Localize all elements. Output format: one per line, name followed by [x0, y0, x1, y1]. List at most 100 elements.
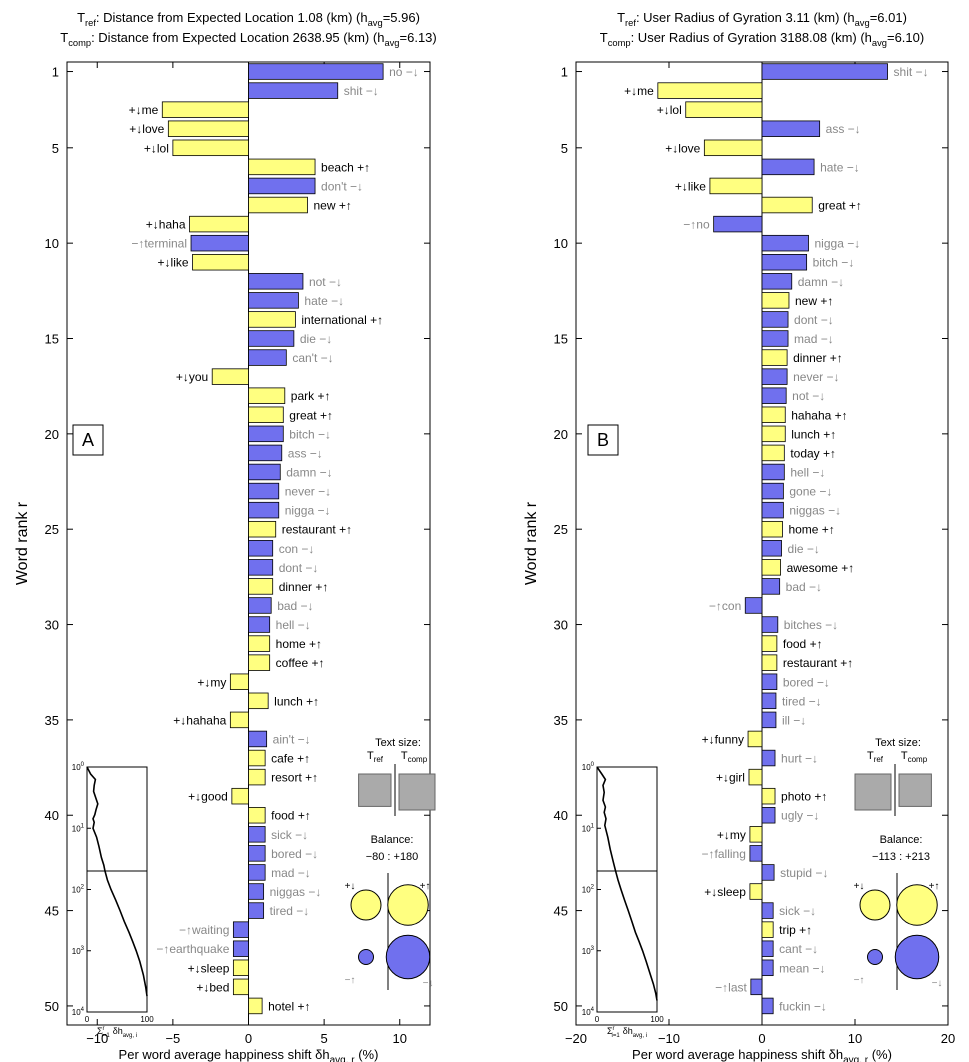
bar-sleep	[232, 959, 249, 977]
bar-label-you: +↓you	[176, 370, 208, 384]
inset-y-base: 10	[582, 763, 591, 772]
bar-home	[761, 520, 783, 538]
x-tick-label: 0	[245, 1031, 252, 1046]
text-size-label: Text size:	[375, 737, 421, 749]
bar-label-tired: tired −↓	[270, 904, 310, 918]
bar-nigga	[761, 234, 809, 252]
bar-restaurant	[761, 654, 778, 671]
ts-t: T	[367, 750, 374, 762]
balance-sym: −↓	[423, 978, 434, 989]
bar-label-lunch: lunch +↑	[791, 427, 836, 441]
bar-label-not: not −↓	[309, 275, 342, 289]
bar-label-hell: hell −↓	[276, 618, 311, 632]
bar-dont	[761, 311, 789, 328]
bar-photo	[761, 787, 776, 805]
balance-plus-up	[896, 884, 938, 926]
chart-title-line-part: avg	[855, 18, 870, 28]
x-axis-label-main: Per word average happiness shift δh	[119, 1047, 330, 1062]
bar-love	[167, 120, 249, 137]
ts-t: T	[901, 750, 908, 762]
inset-sigma: Σ	[97, 1026, 103, 1036]
y-tick-label: 20	[554, 427, 568, 442]
bar-label-shit: shit −↓	[894, 65, 929, 79]
bar-don't	[248, 177, 316, 195]
balance-sym: +↑	[420, 881, 431, 892]
chart-title-line-part: T	[600, 30, 608, 45]
chart-title-line-part: =6.10)	[887, 30, 924, 45]
bar-label-restaurant: restaurant +↑	[282, 523, 352, 537]
bar-label-never: never −↓	[793, 370, 839, 384]
inset-x-label: Σr i=1 δhavg, i	[97, 1026, 137, 1039]
chart-title-line-part: : Distance from Expected Location 2638.9…	[91, 30, 384, 45]
bar-label-tired: tired −↓	[782, 694, 822, 708]
inset-y-base: 10	[72, 1008, 81, 1017]
chart-title-line-part: T	[77, 10, 85, 25]
bar-die	[248, 330, 295, 347]
bar-label-sick: sick −↓	[271, 828, 308, 842]
bar-label-falling: −↑falling	[702, 847, 746, 861]
inset-sup: r	[613, 1026, 615, 1032]
bar-label-girl: +↓girl	[716, 771, 745, 785]
bar-stupid	[761, 864, 775, 881]
bar-label-love: +↓love	[665, 141, 700, 155]
inset-y-base: 10	[72, 763, 81, 772]
balance-plus-up	[387, 884, 429, 926]
bar-falling	[749, 845, 763, 862]
inset-y-base: 10	[72, 947, 81, 956]
inset-y-exp: 2	[591, 885, 595, 891]
inset-sub2: avg, i	[123, 1033, 137, 1039]
bar-label-hurt: hurt −↓	[781, 752, 818, 766]
balance-value: −113 : +213	[872, 851, 930, 863]
inset-y-exp: 4	[591, 1007, 595, 1013]
chart-title-line-part: avg	[872, 38, 887, 48]
bar-bitch	[248, 425, 284, 443]
bar-awesome	[761, 559, 782, 576]
bar-label-hotel: hotel +↑	[268, 999, 310, 1013]
bar-label-can't: can't −↓	[292, 351, 333, 365]
bar-label-lunch: lunch +↑	[274, 694, 319, 708]
bar-can't	[248, 349, 287, 366]
bar-bitch	[761, 254, 808, 271]
chart-title-line-part: T	[60, 30, 68, 45]
y-axis-label: Word rank r	[14, 501, 31, 585]
inset-y-exp: 2	[81, 885, 85, 891]
inset-y-base: 10	[582, 824, 591, 833]
bar-my	[749, 826, 763, 843]
bar-label-bad: bad −↓	[277, 599, 313, 613]
bar-bed	[232, 978, 249, 996]
bar-dinner	[761, 349, 788, 366]
bar-label-love: +↓love	[129, 122, 164, 136]
bar-label-coffee: coffee +↑	[276, 656, 325, 670]
y-tick-label: 10	[45, 236, 59, 251]
chart-title-line-part: comp	[68, 38, 91, 48]
bar-me	[657, 82, 763, 99]
chart-title-line: Tcomp: User Radius of Gyration 3188.08 (…	[600, 30, 924, 48]
chart-title-line-part: =6.13)	[400, 30, 437, 45]
balance-minus-up	[358, 949, 374, 965]
bar-label-my: +↓my	[197, 675, 226, 689]
bar-label-con: −↑con	[709, 599, 741, 613]
x-axis-label-unit: (%)	[868, 1047, 892, 1062]
bar-die	[761, 540, 782, 557]
bar-hahaha	[761, 406, 786, 424]
inset-y-base: 10	[72, 824, 81, 833]
bar-label-not: not −↓	[792, 389, 825, 403]
bar-you	[211, 368, 249, 385]
bar-nigga	[248, 501, 280, 519]
bar-label-no: −↑no	[683, 218, 710, 232]
bar-hate	[248, 292, 299, 309]
inset-mid: δh	[623, 1026, 633, 1036]
bar-ain't	[248, 730, 268, 748]
bar-label-dont: dont −↓	[279, 561, 319, 575]
bar-ill	[761, 711, 777, 729]
bar-label-hahaha: hahaha +↑	[791, 408, 847, 422]
bar-label-me: +↓me	[129, 103, 159, 117]
bar-label-food: food +↑	[783, 637, 823, 651]
inset-y-tick-label: 100	[582, 762, 595, 772]
bar-haha	[189, 215, 249, 233]
inset-y-exp: 4	[81, 1007, 85, 1013]
bar-label-mad: mad −↓	[271, 866, 311, 880]
inset-y-tick-label: 102	[72, 885, 85, 895]
inset-y-exp: 3	[81, 946, 85, 952]
bar-label-bored: bored −↓	[271, 847, 318, 861]
